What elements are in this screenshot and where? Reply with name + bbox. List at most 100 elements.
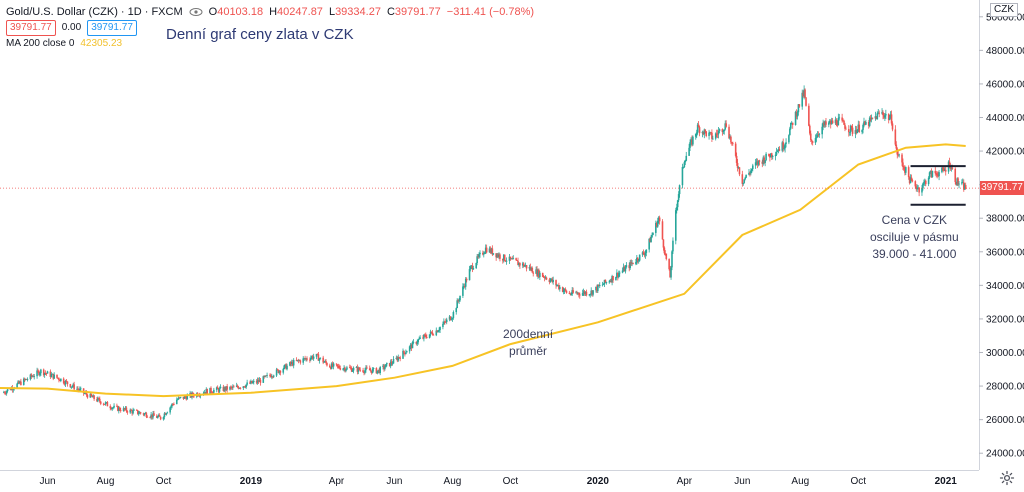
candle-body [655, 222, 657, 233]
candle [232, 384, 234, 390]
candle [169, 406, 171, 415]
candle [66, 381, 69, 387]
candle [550, 278, 553, 282]
candle [38, 370, 40, 376]
candle-body [468, 269, 471, 281]
y-tick-label: 32000.00 [986, 314, 1024, 325]
candle [297, 358, 300, 364]
candle [575, 290, 577, 294]
candle-body [266, 374, 268, 376]
candle-body [265, 375, 267, 377]
ma-indicator-label[interactable]: MA 200 close 0 [6, 38, 75, 49]
candle-body [70, 386, 73, 388]
candle [22, 377, 25, 386]
candle-body [577, 292, 579, 294]
candle [764, 160, 766, 167]
candle-body [539, 272, 541, 277]
sell-price-button[interactable]: 39791.77 [6, 20, 56, 36]
candle-body [252, 382, 254, 384]
candle [19, 380, 21, 385]
candle-body [277, 369, 280, 373]
candle-body [834, 119, 837, 124]
candle-body [452, 312, 455, 319]
candle-body [698, 127, 701, 134]
candle [963, 183, 966, 190]
x-tick-label: 2019 [240, 476, 263, 487]
candle [962, 178, 964, 184]
candle [409, 343, 412, 350]
candle [179, 396, 182, 399]
candle [58, 377, 60, 383]
time-axis: Jun Aug Oct 2019 Apr Jun Aug Oct 2020 Apr Jun Aug Oc… [0, 470, 979, 487]
candle [156, 414, 158, 419]
candle-body [519, 262, 521, 266]
candle [406, 350, 408, 353]
candle-body [16, 383, 18, 389]
candle [958, 180, 960, 189]
candle-body [22, 378, 25, 385]
eye-icon[interactable] [189, 7, 203, 17]
candle-body [236, 385, 239, 388]
candle [563, 288, 566, 295]
candle [376, 370, 379, 375]
candle [398, 356, 401, 359]
currency-tag[interactable]: CZK [990, 3, 1018, 17]
close-value: 39791.77 [394, 6, 441, 18]
candle-body [429, 331, 432, 335]
symbol-title[interactable]: Gold/U.S. Dollar (CZK) · 1D · FXCM [6, 6, 183, 18]
candle [432, 333, 435, 336]
candle [778, 146, 781, 152]
candle [459, 295, 461, 302]
candle-body [541, 272, 544, 277]
candle [821, 123, 823, 139]
candle [209, 387, 211, 394]
candle-body [113, 405, 115, 408]
candle [113, 403, 115, 409]
candle [845, 126, 847, 130]
candle [703, 128, 706, 139]
candle [601, 281, 604, 287]
candle-body [197, 395, 200, 397]
candle-body [91, 396, 93, 398]
candle-body [377, 369, 380, 371]
candle [589, 293, 592, 298]
candle [858, 121, 861, 133]
candle [330, 362, 333, 370]
candle [310, 355, 312, 362]
candle-body [337, 365, 340, 367]
candle [762, 155, 765, 166]
candle [876, 111, 879, 120]
candle [389, 359, 392, 369]
candle [617, 272, 619, 281]
candle [124, 406, 127, 411]
candle-body [771, 156, 774, 157]
candle-body [596, 286, 598, 291]
candle-body [36, 370, 38, 377]
candle-body [145, 413, 148, 417]
candle-body [106, 402, 109, 407]
candle-body [175, 399, 178, 405]
candle-body [671, 251, 673, 268]
candle-body [109, 406, 112, 409]
candle [763, 155, 765, 165]
candle-body [775, 151, 778, 155]
candle [375, 367, 378, 374]
candle-body [610, 280, 612, 283]
candle-body [156, 415, 158, 418]
buy-price-button[interactable]: 39791.77 [87, 20, 137, 36]
candle [310, 355, 313, 360]
candle-body [3, 392, 6, 394]
candle-body [504, 260, 507, 262]
candle [841, 113, 843, 123]
candle [302, 356, 305, 365]
candle [856, 129, 859, 134]
gear-icon[interactable] [999, 470, 1015, 486]
candle-body [252, 380, 255, 383]
candle-body [430, 331, 433, 333]
candle-body [30, 374, 33, 377]
y-tick-label: 42000.00 [986, 147, 1024, 158]
candle [359, 367, 362, 372]
candle [568, 290, 571, 294]
candle [256, 377, 259, 385]
